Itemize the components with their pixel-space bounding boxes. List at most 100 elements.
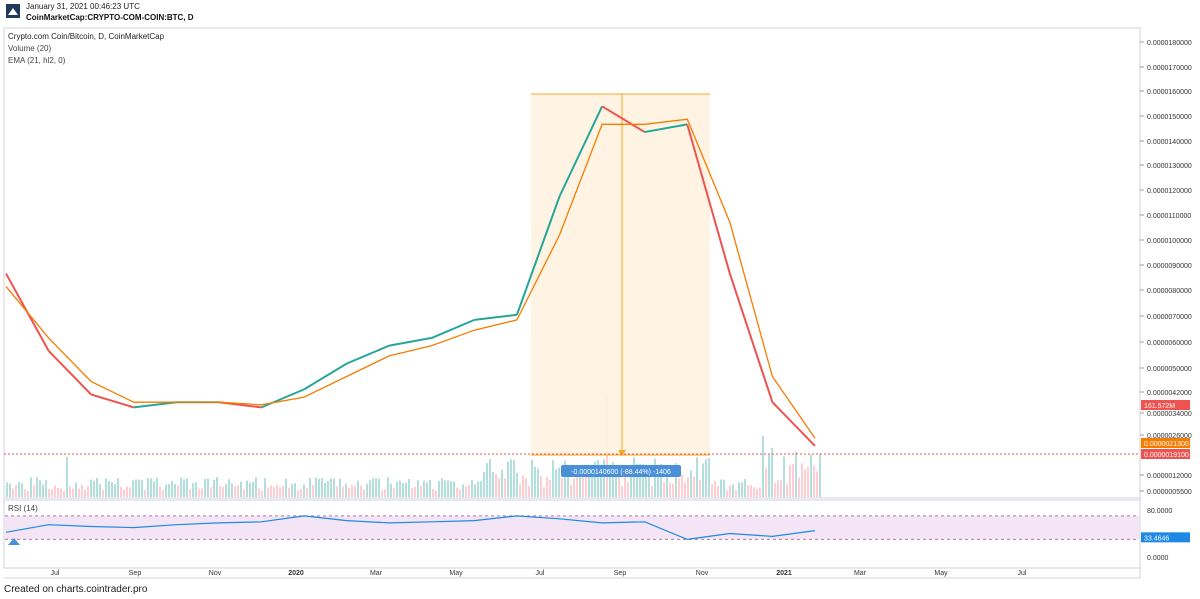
volume-bars bbox=[6, 397, 821, 497]
volume-bar bbox=[780, 480, 782, 497]
volume-bar bbox=[300, 488, 302, 497]
volume-bar bbox=[588, 466, 590, 497]
rsi-tick-label: 0.0000 bbox=[1147, 555, 1169, 562]
volume-bar bbox=[444, 480, 446, 497]
volume-value-label-bg bbox=[1141, 400, 1190, 410]
volume-bar bbox=[156, 477, 158, 497]
volume-bar bbox=[99, 484, 101, 497]
volume-bar bbox=[531, 459, 533, 497]
volume-bar bbox=[549, 479, 551, 497]
volume-bar bbox=[417, 480, 419, 497]
time-axis-ticks: Jul Sep Nov 2020 Mar May Jul Sep Nov 2021 Mar May Ju… bbox=[51, 570, 1027, 577]
volume-bar bbox=[813, 465, 815, 497]
time-tick-label: 2020 bbox=[288, 570, 304, 577]
ema-indicator-label: EMA (21, hl2, 0) bbox=[8, 56, 66, 65]
volume-bar bbox=[483, 472, 485, 497]
volume-bar bbox=[453, 481, 455, 497]
volume-bar bbox=[792, 464, 794, 497]
volume-bar bbox=[69, 486, 71, 497]
volume-bar bbox=[693, 476, 695, 497]
volume-bar bbox=[621, 486, 623, 497]
source-symbol: CoinMarketCap:CRYPTO-COM-COIN:BTC, D bbox=[26, 13, 194, 22]
volume-bar bbox=[123, 489, 125, 497]
time-tick-label: Jul bbox=[1018, 570, 1027, 577]
volume-bar bbox=[348, 487, 350, 497]
volume-bar bbox=[42, 484, 44, 497]
volume-bar bbox=[540, 476, 542, 497]
price-segment bbox=[261, 388, 305, 409]
volume-bar bbox=[30, 477, 32, 497]
price-segment bbox=[474, 313, 518, 321]
volume-bar bbox=[345, 483, 347, 497]
time-tick-label: Sep bbox=[129, 570, 142, 577]
volume-bar bbox=[267, 487, 269, 497]
price-segment bbox=[431, 318, 475, 339]
volume-bar bbox=[81, 484, 83, 497]
volume-bar bbox=[186, 478, 188, 497]
rsi-band bbox=[5, 515, 1139, 540]
price-segment bbox=[771, 401, 816, 447]
volume-bar bbox=[807, 466, 809, 497]
volume-bar bbox=[597, 460, 599, 497]
volume-bar bbox=[702, 463, 704, 497]
volume-bar bbox=[654, 458, 656, 497]
price-tick-label: 0.0000170000 bbox=[1147, 65, 1192, 72]
volume-bar bbox=[429, 479, 431, 497]
volume-bar bbox=[39, 480, 41, 497]
volume-bar bbox=[276, 484, 278, 497]
price-axis-ticks: 0.0000180000 0.0000170000 0.0000160000 0.00… bbox=[1140, 40, 1192, 562]
volume-bar bbox=[465, 486, 467, 497]
volume-bar bbox=[420, 485, 422, 497]
volume-bar bbox=[393, 488, 395, 497]
volume-bar bbox=[423, 480, 425, 497]
volume-bar bbox=[249, 482, 251, 497]
volume-bar bbox=[120, 487, 122, 497]
volume-bar bbox=[282, 486, 284, 497]
timestamp: January 31, 2021 00:46:23 UTC bbox=[26, 2, 140, 11]
price-tick-label: 0.0000110000 bbox=[1147, 213, 1191, 220]
volume-bar bbox=[720, 479, 722, 497]
volume-bar bbox=[342, 486, 344, 497]
volume-bar bbox=[774, 482, 776, 497]
volume-bar bbox=[585, 475, 587, 497]
volume-bar bbox=[366, 483, 368, 497]
rsi-title: RSI (14) bbox=[8, 504, 38, 513]
volume-bar bbox=[102, 489, 104, 497]
volume-bar bbox=[525, 478, 527, 497]
volume-bar bbox=[555, 469, 557, 497]
volume-bar bbox=[576, 473, 578, 497]
volume-bar bbox=[717, 486, 719, 497]
volume-bar bbox=[528, 485, 530, 497]
volume-bar bbox=[201, 488, 203, 497]
volume-bar bbox=[642, 463, 644, 497]
volume-bar bbox=[486, 463, 488, 497]
volume-bar bbox=[318, 478, 320, 497]
price-tick-label: 0.0000150000 bbox=[1147, 114, 1192, 121]
price-labels: 161.572M 0.0000021300 0.0000019100 bbox=[1141, 400, 1190, 459]
price-segment bbox=[303, 362, 348, 391]
volume-bar bbox=[321, 478, 323, 497]
price-series bbox=[4, 105, 1140, 455]
volume-bar bbox=[735, 489, 737, 497]
volume-bar bbox=[174, 484, 176, 497]
volume-bar bbox=[315, 477, 317, 497]
price-tick-label: 0.0000070000 bbox=[1147, 314, 1192, 321]
volume-bar bbox=[171, 480, 173, 497]
volume-bar bbox=[228, 479, 230, 497]
price-tick-label: 0.0000090000 bbox=[1147, 263, 1192, 270]
volume-bar bbox=[387, 477, 389, 497]
price-segment bbox=[601, 105, 646, 133]
volume-bar bbox=[90, 479, 92, 497]
volume-bar bbox=[495, 473, 497, 497]
volume-bar bbox=[279, 487, 281, 497]
volume-bar bbox=[591, 471, 593, 497]
volume-bar bbox=[705, 459, 707, 497]
volume-value-label: 161.572M bbox=[1144, 403, 1175, 410]
volume-bar bbox=[75, 482, 77, 497]
volume-bar bbox=[312, 485, 314, 497]
volume-bar bbox=[519, 484, 521, 497]
volume-bar bbox=[168, 483, 170, 497]
volume-bar bbox=[138, 479, 140, 497]
volume-bar bbox=[612, 462, 614, 497]
